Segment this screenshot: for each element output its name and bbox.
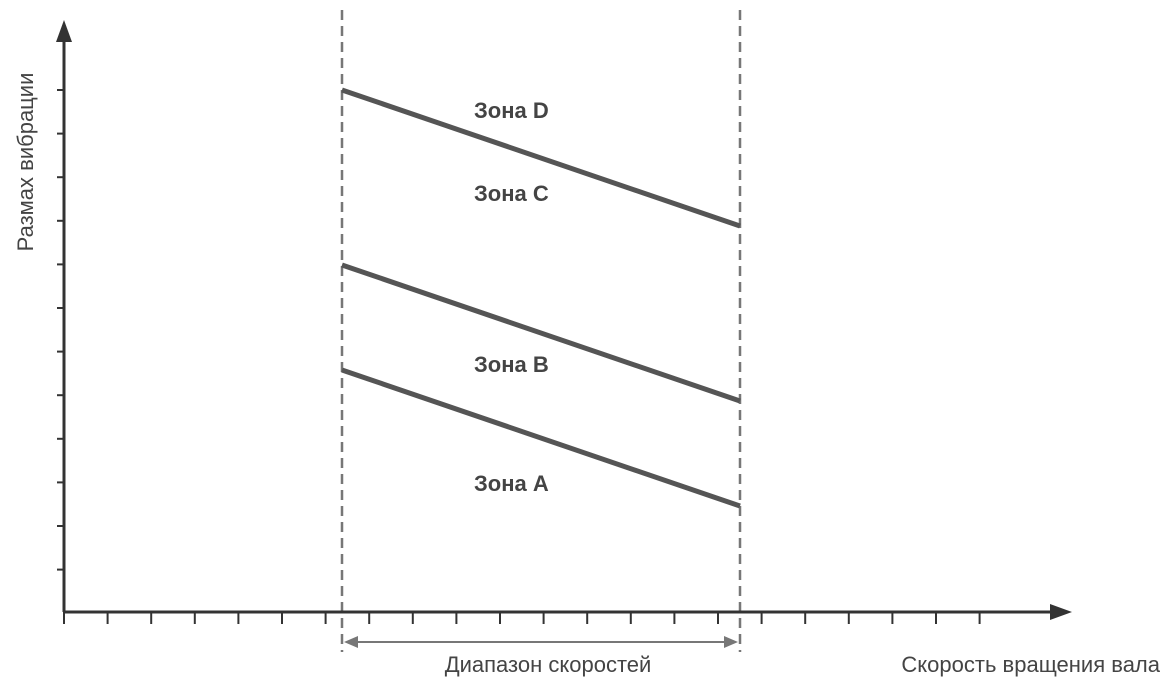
zone-c-label: Зона C [474, 181, 549, 206]
speed-range-arrow-left [344, 636, 358, 648]
y-axis-label: Размах вибрации [13, 73, 38, 252]
y-axis-ticks [57, 89, 64, 571]
boundary-a-b [341, 367, 741, 509]
speed-range-arrow-right [724, 636, 738, 648]
x-axis-arrow [1050, 604, 1072, 620]
speed-range-label: Диапазон скоростей [445, 652, 652, 677]
boundary-c-d [341, 87, 741, 229]
boundary-b-c [341, 262, 741, 404]
x-axis-ticks [63, 612, 981, 624]
zone-d-label: Зона D [474, 98, 549, 123]
zone-a-label: Зона A [474, 471, 549, 496]
y-axis-arrow [56, 20, 72, 42]
zone-b-label: Зона B [474, 352, 549, 377]
x-axis-label: Скорость вращения вала [901, 652, 1160, 677]
